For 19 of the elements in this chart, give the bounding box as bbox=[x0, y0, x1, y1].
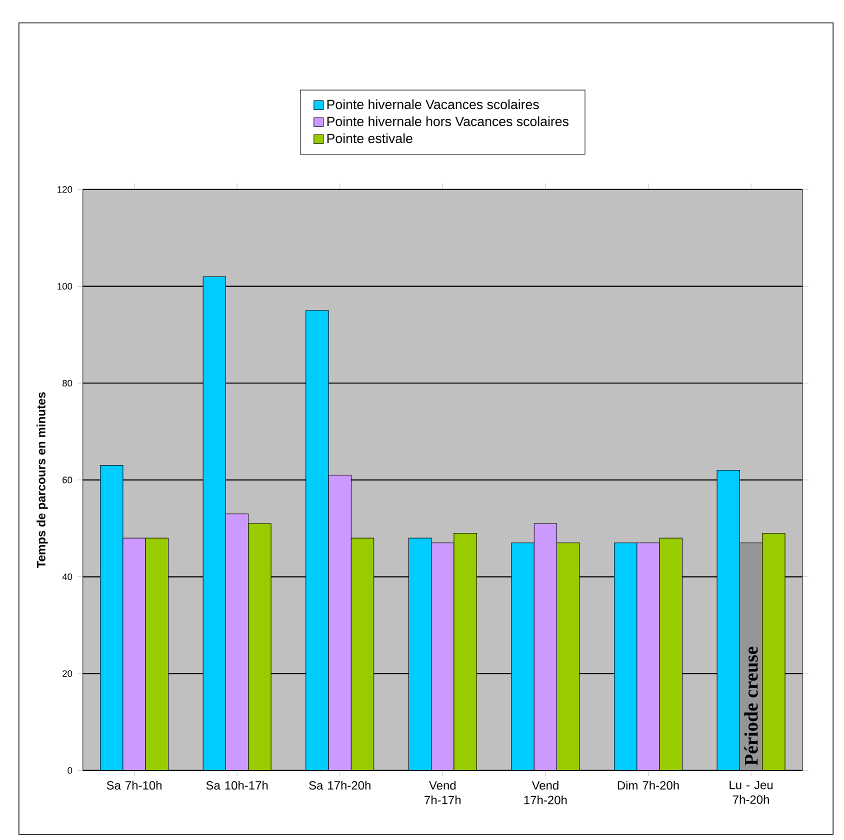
y-tick-label: 80 bbox=[62, 380, 72, 386]
x-tick-label: Sa 10h-17h bbox=[206, 780, 268, 790]
legend-label: Pointe hivernale Vacances scolaires bbox=[327, 99, 539, 110]
legend-label: Pointe hivernale hors Vacances scolaires bbox=[327, 116, 568, 126]
x-tick-label: Sa 7h-10h bbox=[106, 780, 162, 790]
x-tick-label: Dim 7h-20h bbox=[618, 780, 679, 790]
x-tick-label: Lu - Jeu 7h-20h bbox=[730, 780, 773, 804]
y-tick-label: 40 bbox=[62, 573, 72, 580]
x-tick-label: Vend 7h-17h bbox=[424, 780, 461, 804]
y-tick-label: 120 bbox=[58, 186, 72, 193]
y-tick-label: 100 bbox=[58, 283, 72, 290]
y-axis-title: Temps de parcours en minutes bbox=[36, 392, 48, 568]
x-tick-label: Vend 17h-20h bbox=[524, 780, 567, 804]
y-tick-label: 20 bbox=[62, 670, 72, 677]
x-tick-label: Sa 17h-20h bbox=[309, 780, 370, 790]
legend-label: Pointe estivale bbox=[327, 133, 412, 144]
y-tick-label: 0 bbox=[68, 767, 72, 774]
y-tick-label: 60 bbox=[62, 476, 72, 484]
annotation: Période creuse bbox=[744, 646, 758, 766]
